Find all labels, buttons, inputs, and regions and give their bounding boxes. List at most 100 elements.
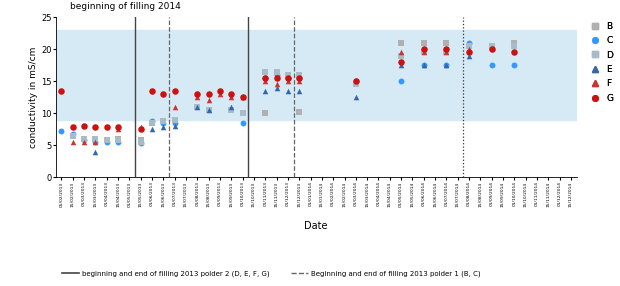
Point <box>158 119 168 123</box>
Point <box>260 76 270 80</box>
Point <box>91 140 100 144</box>
Point <box>170 117 180 122</box>
Point <box>68 132 78 136</box>
Point <box>147 119 157 123</box>
Point <box>136 125 146 130</box>
Point <box>192 105 202 109</box>
Point <box>418 50 428 55</box>
Point <box>418 63 428 67</box>
Point <box>102 140 112 144</box>
Point <box>272 82 281 87</box>
Legend: B, C, D, E, F, G: B, C, D, E, F, G <box>587 22 613 103</box>
Point <box>260 79 270 84</box>
Point <box>283 76 293 80</box>
Point <box>260 76 270 80</box>
Point <box>192 92 202 96</box>
Point <box>396 60 406 64</box>
Point <box>283 89 293 93</box>
Point <box>441 50 451 55</box>
Point <box>294 110 304 114</box>
Point <box>294 76 304 80</box>
Legend: beginning and end of filling 2013 polder 2 (D, E, F, G), Beginning and end of fi: beginning and end of filling 2013 polder… <box>60 268 483 280</box>
Point <box>237 121 247 125</box>
Point <box>147 121 157 125</box>
Point <box>487 47 497 51</box>
Point <box>237 111 247 116</box>
Point <box>294 79 304 84</box>
Point <box>351 79 361 84</box>
Point <box>487 63 497 67</box>
Point <box>260 69 270 74</box>
Point <box>158 125 168 130</box>
Point <box>396 79 406 84</box>
Point <box>136 141 146 146</box>
Point <box>418 47 428 51</box>
Point <box>396 50 406 55</box>
Point <box>79 137 89 141</box>
Point <box>79 138 89 142</box>
Point <box>102 125 112 130</box>
Point <box>441 47 451 51</box>
Point <box>464 53 474 58</box>
Point <box>418 63 428 67</box>
Point <box>79 124 89 128</box>
Point <box>136 138 146 142</box>
Point <box>91 137 100 141</box>
Point <box>441 63 451 67</box>
Text: Date: Date <box>304 221 328 231</box>
Point <box>91 137 100 141</box>
Point <box>272 69 281 74</box>
Point <box>351 95 361 100</box>
Point <box>510 63 520 67</box>
Point <box>237 95 247 100</box>
Point <box>272 73 281 77</box>
Point <box>113 140 123 144</box>
Point <box>441 41 451 45</box>
Point <box>294 89 304 93</box>
Point <box>237 95 247 100</box>
Point <box>68 133 78 138</box>
Point <box>79 137 89 141</box>
Point <box>170 105 180 109</box>
Point <box>418 41 428 45</box>
Point <box>204 108 214 112</box>
Point <box>294 76 304 80</box>
Point <box>396 63 406 67</box>
Point <box>170 89 180 93</box>
Point <box>487 44 497 48</box>
Point <box>510 50 520 55</box>
Point <box>56 89 66 93</box>
Point <box>68 140 78 144</box>
Point <box>464 47 474 51</box>
Point <box>56 129 66 134</box>
Point <box>158 121 168 125</box>
Point <box>147 121 157 125</box>
Point <box>192 105 202 109</box>
Point <box>170 117 180 122</box>
Point <box>487 44 497 48</box>
Point <box>283 79 293 84</box>
Point <box>192 95 202 100</box>
Point <box>113 127 123 132</box>
Point <box>215 89 225 93</box>
Point <box>510 44 520 48</box>
Point <box>396 41 406 45</box>
Point <box>226 108 236 112</box>
Point <box>226 92 236 96</box>
Point <box>510 41 520 45</box>
Bar <box>56 30 577 120</box>
Point <box>91 140 100 144</box>
Point <box>464 44 474 48</box>
Point <box>294 73 304 77</box>
Point <box>158 119 168 123</box>
Point <box>113 138 123 142</box>
Point <box>237 111 247 116</box>
Point <box>158 92 168 96</box>
Point <box>204 92 214 96</box>
Point <box>283 73 293 77</box>
Point <box>102 138 112 142</box>
Point <box>147 127 157 132</box>
Point <box>79 140 89 144</box>
Point <box>204 108 214 112</box>
Point <box>283 76 293 80</box>
